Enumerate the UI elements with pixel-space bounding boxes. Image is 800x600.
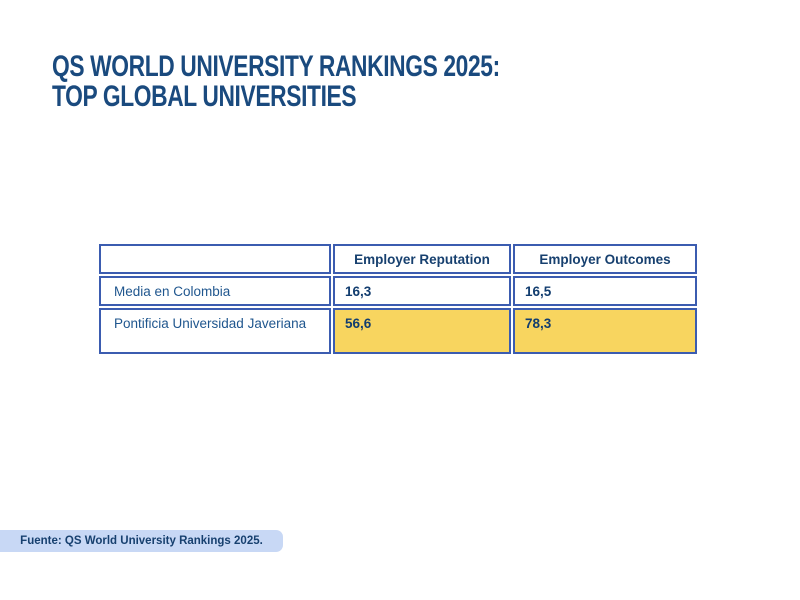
page-title-line-2: TOP GLOBAL UNIVERSITIES: [52, 80, 357, 113]
row-label: Media en Colombia: [99, 276, 331, 306]
page-title: QS WORLD UNIVERSITY RANKINGS 2025: TOP G…: [52, 52, 500, 112]
source-note: Fuente: QS World University Rankings 202…: [0, 530, 283, 552]
header-cell-employer-reputation: Employer Reputation: [333, 244, 511, 274]
row-label: Pontificia Universidad Javeriana: [99, 308, 331, 354]
value-cell-outcomes-highlighted: 78,3: [513, 308, 697, 354]
header-cell-empty: [99, 244, 331, 274]
page-title-line-1: QS WORLD UNIVERSITY RANKINGS 2025:: [52, 50, 500, 83]
value-cell-outcomes: 16,5: [513, 276, 697, 306]
value-cell-reputation: 16,3: [333, 276, 511, 306]
table-row-pontificia-universidad-javeriana: Pontificia Universidad Javeriana 56,6 78…: [99, 308, 697, 354]
table-row-media-en-colombia: Media en Colombia 16,3 16,5: [99, 276, 697, 306]
value-cell-reputation-highlighted: 56,6: [333, 308, 511, 354]
table-header-row: Employer Reputation Employer Outcomes: [99, 244, 697, 274]
rankings-table: Employer Reputation Employer Outcomes Me…: [97, 242, 699, 356]
header-cell-employer-outcomes: Employer Outcomes: [513, 244, 697, 274]
